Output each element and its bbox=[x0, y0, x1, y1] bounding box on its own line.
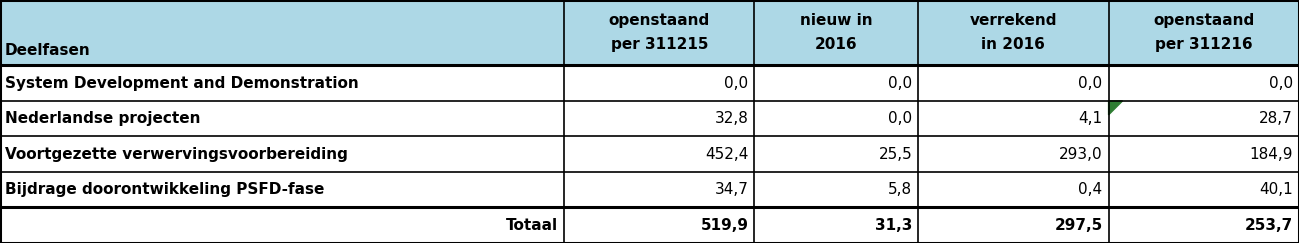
Text: 34,7: 34,7 bbox=[714, 182, 748, 197]
Bar bbox=[0, 208, 1299, 243]
Text: 5,8: 5,8 bbox=[889, 182, 912, 197]
Text: Bijdrage doorontwikkeling PSFD-fase: Bijdrage doorontwikkeling PSFD-fase bbox=[5, 182, 325, 197]
Text: 31,3: 31,3 bbox=[874, 218, 912, 233]
Text: 28,7: 28,7 bbox=[1259, 111, 1293, 126]
Text: 40,1: 40,1 bbox=[1259, 182, 1293, 197]
Bar bbox=[0, 0, 1299, 65]
Text: 0,4: 0,4 bbox=[1078, 182, 1103, 197]
Bar bbox=[0, 172, 1299, 208]
Text: per 311216: per 311216 bbox=[1155, 37, 1252, 52]
Text: 297,5: 297,5 bbox=[1055, 218, 1103, 233]
Polygon shape bbox=[1108, 101, 1122, 115]
Bar bbox=[0, 101, 1299, 136]
Text: 4,1: 4,1 bbox=[1078, 111, 1103, 126]
Text: nieuw in: nieuw in bbox=[800, 13, 873, 28]
Text: Totaal: Totaal bbox=[505, 218, 559, 233]
Text: verrekend: verrekend bbox=[969, 13, 1057, 28]
Text: System Development and Demonstration: System Development and Demonstration bbox=[5, 76, 359, 91]
Text: 184,9: 184,9 bbox=[1250, 147, 1293, 162]
Text: 0,0: 0,0 bbox=[1078, 76, 1103, 91]
Bar bbox=[0, 136, 1299, 172]
Text: 452,4: 452,4 bbox=[705, 147, 748, 162]
Text: Voortgezette verwervingsvoorbereiding: Voortgezette verwervingsvoorbereiding bbox=[5, 147, 348, 162]
Text: openstaand: openstaand bbox=[609, 13, 711, 28]
Text: 32,8: 32,8 bbox=[714, 111, 748, 126]
Text: 519,9: 519,9 bbox=[700, 218, 748, 233]
Text: 253,7: 253,7 bbox=[1244, 218, 1293, 233]
Text: 0,0: 0,0 bbox=[889, 111, 912, 126]
Text: openstaand: openstaand bbox=[1154, 13, 1255, 28]
Text: Deelfasen: Deelfasen bbox=[5, 43, 91, 59]
Text: 0,0: 0,0 bbox=[889, 76, 912, 91]
Text: 25,5: 25,5 bbox=[878, 147, 912, 162]
Text: 2016: 2016 bbox=[814, 37, 857, 52]
Text: 0,0: 0,0 bbox=[1269, 76, 1293, 91]
Text: in 2016: in 2016 bbox=[982, 37, 1046, 52]
Text: 293,0: 293,0 bbox=[1059, 147, 1103, 162]
Text: per 311215: per 311215 bbox=[611, 37, 708, 52]
Text: 0,0: 0,0 bbox=[725, 76, 748, 91]
Bar bbox=[0, 65, 1299, 101]
Text: Nederlandse projecten: Nederlandse projecten bbox=[5, 111, 200, 126]
